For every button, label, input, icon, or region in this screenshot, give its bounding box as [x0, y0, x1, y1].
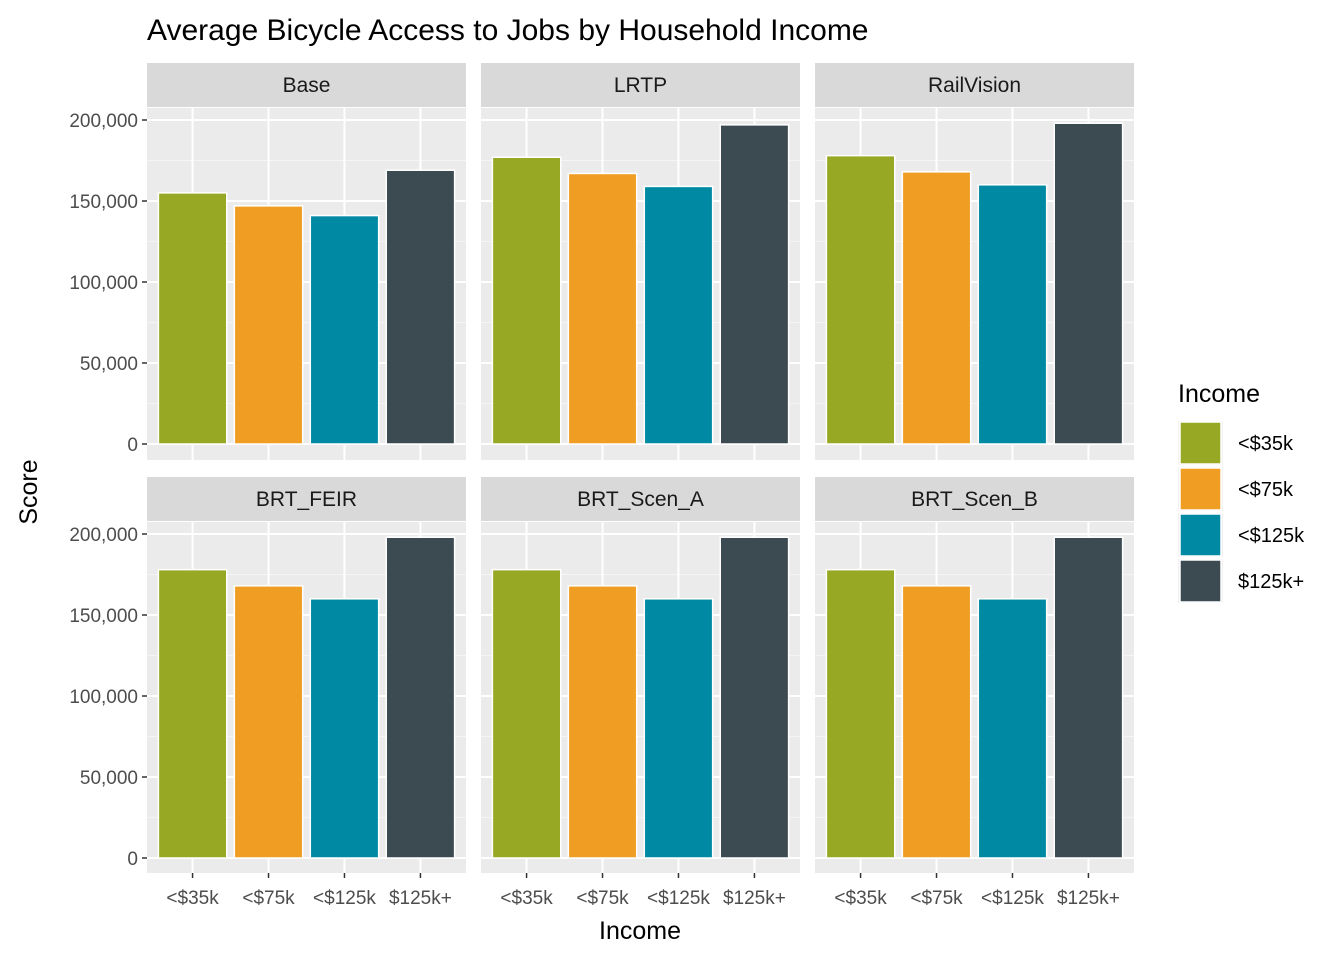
facet-strip — [815, 63, 1134, 107]
bar-brt-scen-b-0 — [825, 568, 896, 859]
facet-strip-label: BRT_Scen_A — [577, 488, 704, 511]
bar-railvision-1 — [901, 171, 972, 445]
bar-brt-feir-1 — [233, 585, 304, 859]
legend-swatch — [1179, 559, 1222, 603]
y-tick-label: 200,000 — [69, 525, 138, 546]
y-tick-label: 150,000 — [69, 192, 138, 213]
chart-title: Average Bicycle Access to Jobs by Househ… — [147, 14, 869, 47]
bar-brt-feir-2 — [309, 598, 380, 859]
legend-swatch — [1179, 467, 1222, 511]
y-axis-title: Score — [15, 459, 43, 524]
bar-base-2 — [309, 214, 380, 445]
legend-swatch — [1179, 513, 1222, 557]
bar-brt-scen-a-3 — [719, 536, 790, 859]
facet-strip-label: LRTP — [614, 74, 667, 97]
facet-strip-label: BRT_FEIR — [256, 488, 357, 511]
bar-brt-scen-a-0 — [491, 568, 562, 859]
bar-lrtp-3 — [719, 124, 790, 445]
legend-label: <$125k — [1238, 525, 1305, 547]
bar-base-0 — [157, 192, 228, 445]
legend: Income <$35k <$75k <$125k $125k+ — [1178, 380, 1305, 603]
y-tick-label: 200,000 — [69, 111, 138, 132]
x-tick-label: <$35k — [166, 888, 219, 909]
legend-item: <$75k — [1178, 467, 1294, 511]
x-tick-label: <$75k — [242, 888, 295, 909]
panel-lrtp: LRTP — [481, 63, 800, 460]
panel-base: Base 0 50,000 100,000 150,000 200,000 — [69, 63, 466, 460]
panel-railvision: RailVision — [815, 63, 1134, 460]
bar-brt-scen-b-2 — [977, 598, 1048, 859]
facet-strip — [481, 63, 800, 107]
bar-base-3 — [385, 169, 456, 445]
x-tick-label: $125k+ — [1057, 888, 1120, 909]
y-tick-label: 100,000 — [69, 687, 138, 708]
bar-brt-feir-3 — [385, 536, 456, 859]
facet-strip — [481, 477, 800, 521]
x-tick-label: $125k+ — [723, 888, 786, 909]
legend-label: <$75k — [1238, 479, 1294, 501]
x-tick-label: <$125k — [313, 888, 376, 909]
x-tick-label: <$35k — [500, 888, 553, 909]
y-tick-label: 100,000 — [69, 273, 138, 294]
legend-swatch — [1179, 421, 1222, 465]
legend-item: <$35k — [1178, 421, 1294, 465]
y-tick-label: 0 — [127, 435, 138, 456]
panel-brt-scen-a: BRT_Scen_A <$35k <$75k <$125k $125k+ — [481, 477, 800, 909]
legend-title: Income — [1178, 380, 1260, 408]
bar-brt-feir-0 — [157, 568, 228, 859]
x-axis-title: Income — [599, 917, 681, 945]
panel-brt-scen-b: BRT_Scen_B <$35k <$75k <$125k $125k+ — [815, 477, 1134, 909]
x-tick-label: <$125k — [981, 888, 1044, 909]
legend-item: <$125k — [1178, 513, 1305, 557]
facet-strip-label: RailVision — [928, 74, 1021, 97]
facet-strip — [147, 477, 466, 521]
x-tick-label: <$125k — [647, 888, 710, 909]
x-tick-label: <$75k — [576, 888, 629, 909]
bar-brt-scen-b-1 — [901, 585, 972, 859]
y-tick-label: 50,000 — [80, 768, 138, 789]
bar-lrtp-0 — [491, 156, 562, 445]
bar-railvision-2 — [977, 184, 1048, 445]
y-tick-label: 0 — [127, 849, 138, 870]
x-tick-label: <$75k — [910, 888, 963, 909]
y-tick-label: 50,000 — [80, 354, 138, 375]
facet-strip-label: BRT_Scen_B — [911, 488, 1038, 511]
legend-label: <$35k — [1238, 433, 1294, 455]
legend-label: $125k+ — [1238, 571, 1304, 593]
bar-base-1 — [233, 205, 304, 445]
bar-railvision-3 — [1053, 122, 1124, 445]
facet-panels: Base 0 50,000 100,000 150,000 200,000 LRTP Rail… — [69, 63, 1134, 909]
x-tick-label: $125k+ — [389, 888, 452, 909]
x-tick-label: <$35k — [834, 888, 887, 909]
bar-railvision-0 — [825, 154, 896, 445]
bar-brt-scen-a-1 — [567, 585, 638, 859]
facet-strip — [147, 63, 466, 107]
y-tick-label: 150,000 — [69, 606, 138, 627]
facet-strip — [815, 477, 1134, 521]
bar-lrtp-2 — [643, 185, 714, 445]
facet-strip-label: Base — [283, 74, 331, 97]
bar-brt-scen-b-3 — [1053, 536, 1124, 859]
bar-lrtp-1 — [567, 172, 638, 445]
bar-brt-scen-a-2 — [643, 598, 714, 859]
legend-item: $125k+ — [1178, 559, 1304, 603]
panel-brt-feir: BRT_FEIR 0 50,000 100,000 150,000 200,000 <$35… — [69, 477, 466, 909]
